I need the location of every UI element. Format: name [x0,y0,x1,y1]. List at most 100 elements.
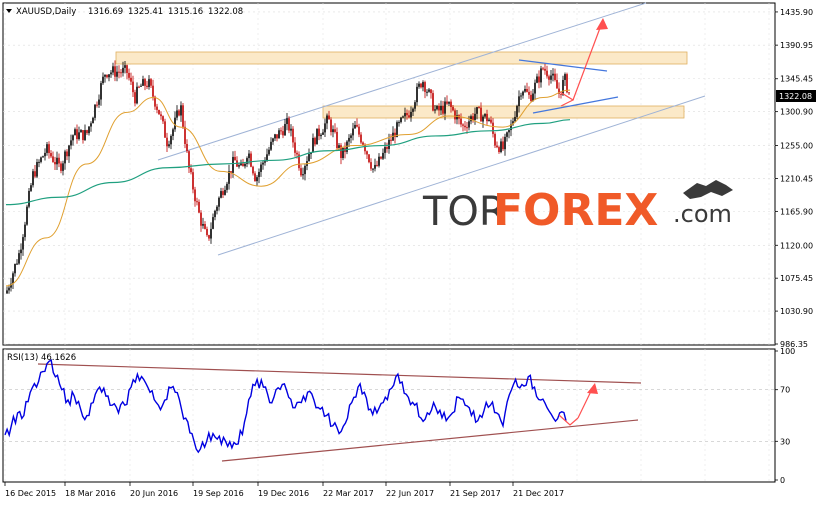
candle-body [524,88,526,92]
bull-icon [683,180,733,199]
candle-body [396,122,398,137]
candle-body [170,135,172,145]
candle-body [152,85,154,97]
candle-body [224,189,226,195]
candle-body [290,128,292,131]
rsi-tick-label: 30 [780,437,790,446]
time-tick-label: 19 Dec 2016 [258,489,309,498]
candle-body [340,145,342,159]
candle-body [358,126,360,135]
candle-body [362,142,364,145]
candle-body [506,132,508,137]
candle-body [122,67,124,73]
dropdown-triangle-icon[interactable] [6,9,12,13]
candle-body [320,134,322,137]
candle-body [178,110,180,116]
candle-body [282,131,284,136]
candle-body [356,124,358,127]
price-tick-label: 1435.90 [780,8,813,17]
candle-body [230,171,232,173]
candle-body [174,117,176,130]
ma-fast-line [5,89,571,287]
candle-body [200,212,202,226]
candle-body [8,287,10,291]
price-tick-label: 1120.00 [780,241,813,250]
candle-body [460,118,462,125]
candle-body [292,128,294,143]
candle-body [38,161,40,163]
candle-body [202,224,204,226]
candle-body [56,157,58,165]
candle-body [420,83,422,88]
candle-body [264,161,266,163]
candle-body [450,101,452,107]
candle-body [364,144,366,152]
candle-body [70,140,72,146]
watermark-com: .com [673,200,732,228]
candle-body [538,76,540,83]
candle-body [338,145,340,148]
candle-body [442,105,444,114]
candle-body [72,135,74,141]
candle-body [336,131,338,148]
candle-body [530,94,532,101]
candle-body [404,113,406,117]
candle-body [522,91,524,96]
candle-body [142,79,144,86]
candle-body [144,79,146,86]
candle-body [332,129,334,133]
candle-body [308,154,310,162]
candle-body [262,162,264,165]
candle-body [180,105,182,116]
candle-body [266,154,268,162]
candle-body [60,163,62,171]
candle-body [160,114,162,117]
candle-body [20,249,22,254]
price-tick-label: 1075.45 [780,274,813,283]
price-tick-label: 1210.45 [780,174,813,183]
candle-body [260,164,262,172]
candle-body [380,156,382,159]
candle-body [46,144,48,153]
candle-body [368,154,370,163]
rsi-tick-label: 100 [780,347,795,356]
candle-body [474,113,476,120]
rsi-lower-trendline [221,419,639,462]
candle-body [240,163,242,166]
price-tick-label: 1255.00 [780,142,813,151]
candle-body [132,81,134,93]
candle-body [164,121,166,138]
candle-body [36,162,38,177]
candle-body [498,147,500,153]
rsi-tick-label: 70 [780,386,790,395]
candle-body [162,116,164,122]
lower-channel-line [217,95,706,256]
candle-body [504,136,506,150]
candle-body [280,130,282,132]
candle-body [194,189,196,202]
candle-body [552,73,554,76]
price-header: XAUUSD,Daily 1316.69 1325.41 1315.16 132… [6,7,243,17]
candle-body [512,121,514,125]
candle-body [518,96,520,107]
watermark-tor: TOR [422,189,507,235]
candle-body [258,171,260,178]
candle-body [328,115,330,120]
candle-body [372,168,374,170]
candle-body [414,102,416,109]
candle-body [156,106,158,110]
time-tick-label: 20 Jun 2016 [130,489,178,498]
candle-body [6,290,8,294]
candle-body [48,144,50,154]
candle-body [386,147,388,149]
candle-body [312,137,314,153]
candle-body [520,95,522,97]
candle-body [452,106,454,111]
candle-body [390,139,392,141]
candle-body [298,154,300,169]
candle-body [40,157,42,162]
rsi-arrow-up-head [587,383,598,394]
candle-body [514,116,516,122]
candle-body [246,158,248,164]
